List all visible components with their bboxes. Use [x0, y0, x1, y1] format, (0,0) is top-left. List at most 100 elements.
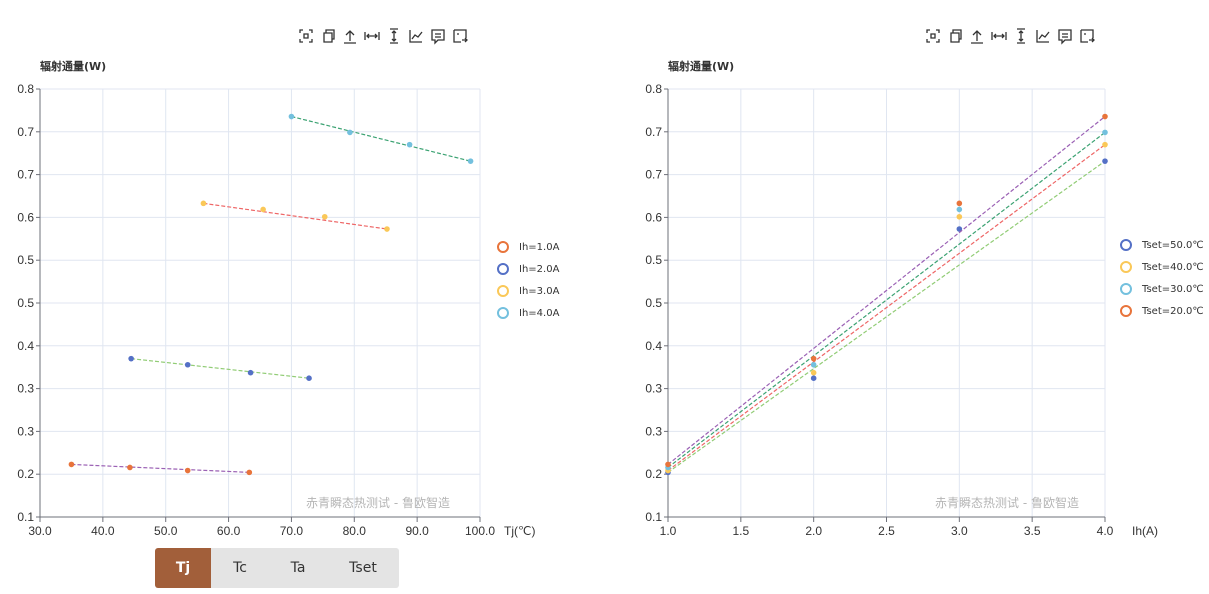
legend-marker-icon — [1120, 261, 1132, 273]
data-point[interactable] — [347, 129, 353, 136]
x-tick-label: 60.0 — [217, 524, 241, 538]
data-point[interactable] — [810, 355, 817, 362]
legend-item[interactable]: Tset=40.0℃ — [1120, 256, 1204, 278]
y-tick-label: 0.7 — [17, 125, 34, 139]
save-image-icon[interactable] — [452, 28, 468, 44]
legend-label: Ih=2.0A — [519, 263, 560, 275]
data-point[interactable] — [810, 369, 817, 376]
data-point[interactable] — [406, 141, 413, 148]
chart-toolbar — [925, 28, 1095, 45]
watermark: 赤青瞬态热测试 - 鲁欧智造 — [935, 496, 1079, 510]
data-point[interactable] — [128, 355, 134, 362]
right-chart-panel: 辐射通量(W) 0.1 0.2 0.3 0.3 0.4 0.5 0.5 0.6 0.7 0.7 0.… — [605, 0, 1209, 594]
y-tick-label: 0.1 — [645, 510, 662, 524]
data-point[interactable] — [956, 206, 963, 213]
data-point[interactable] — [1102, 158, 1108, 164]
y-tick-label: 0.2 — [17, 467, 34, 481]
data-point[interactable] — [467, 158, 474, 164]
data-point[interactable] — [184, 467, 191, 474]
tab-tset[interactable]: Tset — [327, 548, 399, 588]
data-point[interactable] — [321, 213, 328, 220]
horizontal-zoom-icon[interactable] — [991, 28, 1007, 44]
ih-chart: 0.1 0.2 0.3 0.3 0.4 0.5 0.5 0.6 0.7 0.7 0.8 1.0 1.5 2… — [645, 82, 1158, 538]
x-tick-label: 1.5 — [732, 524, 749, 538]
data-point[interactable] — [665, 461, 671, 468]
tab-ta[interactable]: Ta — [269, 548, 327, 588]
data-point[interactable] — [260, 206, 266, 213]
data-point[interactable] — [810, 375, 817, 382]
legend-marker-icon — [1120, 305, 1132, 317]
data-point[interactable] — [956, 200, 963, 207]
data-point[interactable] — [68, 461, 75, 468]
data-point[interactable] — [810, 361, 817, 368]
legend-marker-icon — [1120, 283, 1132, 295]
trend-line — [203, 202, 388, 230]
data-point[interactable] — [384, 226, 390, 232]
export-up-icon[interactable] — [969, 28, 985, 44]
line-switch-icon[interactable] — [408, 28, 424, 44]
y-tick-label: 0.5 — [645, 253, 662, 267]
x-tick-label: 1.0 — [660, 524, 677, 538]
legend-item[interactable]: Tset=20.0℃ — [1120, 300, 1204, 322]
legend-marker-icon — [497, 263, 509, 275]
y-tick-label: 0.7 — [645, 125, 662, 139]
data-view-icon[interactable] — [430, 28, 446, 45]
restore-icon[interactable] — [947, 28, 963, 44]
legend-label: Ih=4.0A — [519, 307, 560, 319]
vertical-zoom-icon[interactable] — [1013, 28, 1029, 44]
zoom-select-icon[interactable] — [925, 28, 941, 44]
data-point[interactable] — [1102, 129, 1108, 136]
tj-chart: 0.1 0.2 0.3 0.3 0.4 0.5 0.5 0.6 0.7 0.7 0.8 30.0 40.… — [17, 82, 535, 538]
data-point[interactable] — [1102, 141, 1108, 148]
axis-tab-bar: Tj Tc Ta Tset — [155, 548, 399, 588]
save-image-icon[interactable] — [1079, 28, 1095, 44]
y-tick-label: 0.5 — [17, 296, 34, 310]
y-tick-label: 0.6 — [17, 210, 34, 224]
legend-item[interactable]: Ih=2.0A — [497, 258, 559, 280]
chart-toolbar — [298, 28, 468, 45]
data-point[interactable] — [247, 369, 254, 376]
data-point[interactable] — [1102, 113, 1108, 120]
legend-label: Tset=30.0℃ — [1142, 283, 1204, 295]
zoom-select-icon[interactable] — [298, 28, 314, 44]
data-point[interactable] — [246, 469, 253, 476]
x-tick-label: 100.0 — [465, 524, 495, 538]
legend-item[interactable]: Tset=50.0℃ — [1120, 234, 1204, 256]
x-tick-label: 2.5 — [878, 524, 895, 538]
y-tick-label: 0.8 — [645, 82, 662, 96]
export-up-icon[interactable] — [342, 28, 358, 44]
y-tick-label: 0.4 — [645, 339, 662, 353]
vertical-zoom-icon[interactable] — [386, 28, 402, 44]
x-tick-label: 90.0 — [405, 524, 429, 538]
tab-tc[interactable]: Tc — [211, 548, 269, 588]
x-tick-label: 50.0 — [154, 524, 178, 538]
legend-item[interactable]: Ih=1.0A — [497, 236, 559, 258]
y-tick-label: 0.1 — [17, 510, 34, 524]
legend-label: Tset=50.0℃ — [1142, 239, 1204, 251]
horizontal-zoom-icon[interactable] — [364, 28, 380, 44]
x-tick-label: 40.0 — [91, 524, 115, 538]
line-switch-icon[interactable] — [1035, 28, 1051, 44]
restore-icon[interactable] — [320, 28, 336, 44]
y-tick-label: 0.8 — [17, 82, 34, 96]
data-view-icon[interactable] — [1057, 28, 1073, 45]
trend-line — [71, 463, 250, 473]
data-point[interactable] — [288, 113, 295, 120]
legend-item[interactable]: Ih=3.0A — [497, 280, 559, 302]
data-point[interactable] — [184, 361, 191, 368]
x-tick-label: 30.0 — [28, 524, 52, 538]
trend-line — [131, 358, 310, 379]
y-axis-title: 辐射通量(W) — [668, 60, 735, 73]
x-tick-label: 70.0 — [280, 524, 304, 538]
tab-tj[interactable]: Tj — [155, 548, 211, 588]
watermark: 赤青瞬态热测试 - 鲁欧智造 — [306, 496, 450, 510]
trend-line — [667, 160, 1106, 473]
data-point[interactable] — [306, 375, 312, 382]
data-point[interactable] — [956, 226, 963, 232]
data-point[interactable] — [200, 200, 207, 207]
legend-item[interactable]: Tset=30.0℃ — [1120, 278, 1204, 300]
legend-item[interactable]: Ih=4.0A — [497, 302, 559, 324]
data-point[interactable] — [127, 464, 133, 471]
data-point[interactable] — [956, 213, 963, 220]
y-tick-label: 0.5 — [645, 296, 662, 310]
